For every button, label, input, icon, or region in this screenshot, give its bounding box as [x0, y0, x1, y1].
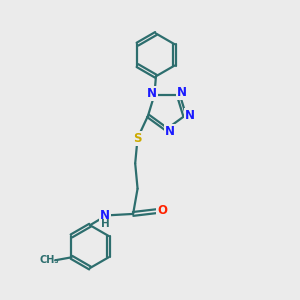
Text: H: H — [100, 219, 109, 229]
Text: N: N — [100, 209, 110, 222]
Text: CH₃: CH₃ — [39, 255, 59, 265]
Text: N: N — [177, 86, 187, 99]
Text: O: O — [157, 205, 167, 218]
Text: S: S — [133, 132, 142, 145]
Text: N: N — [165, 125, 175, 138]
Text: N: N — [185, 109, 195, 122]
Text: N: N — [147, 87, 157, 100]
